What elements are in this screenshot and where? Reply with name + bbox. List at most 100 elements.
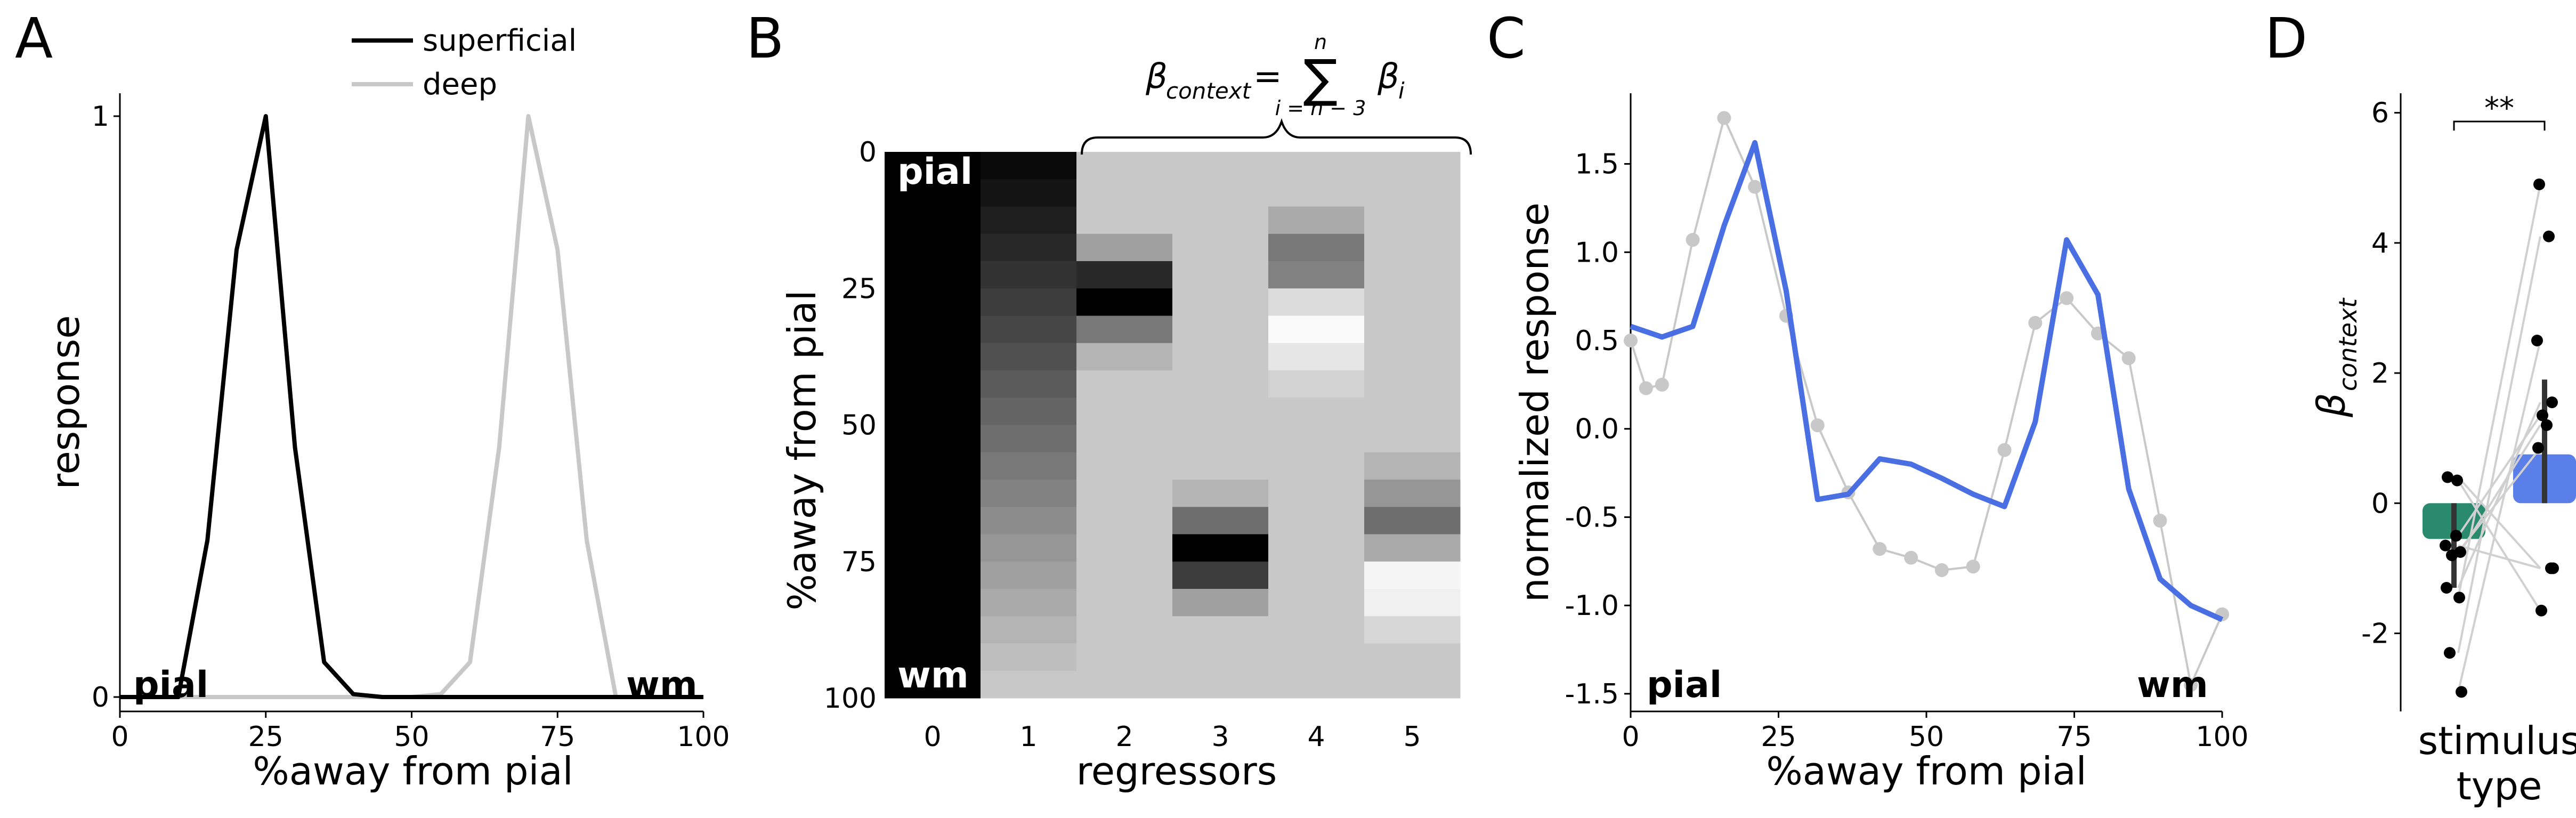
x-tick-label-b: 3	[1211, 721, 1229, 753]
heatmap-cell	[1172, 480, 1269, 507]
x-tick-label-c: 75	[2056, 721, 2092, 753]
panel-a: A 0 25 50 75 100 0 1 pial wm %away from pial r…	[15, 6, 730, 793]
heatmap-cell	[1076, 152, 1173, 180]
point-left	[2442, 471, 2453, 483]
data-point	[1873, 542, 1887, 556]
heatmap-cell	[1364, 152, 1461, 180]
x-tick-label-b: 4	[1307, 721, 1325, 753]
heatmap-cell	[1268, 507, 1365, 534]
x-tick-label-c: 100	[2196, 721, 2248, 753]
formula-sigma-bottom: i = n − 3	[1275, 96, 1366, 120]
y-tick-label-c: -0.5	[1565, 501, 1619, 533]
y-axis-label-a: response	[43, 315, 88, 489]
pair-line	[2457, 424, 2541, 556]
heatmap-cell	[1268, 643, 1365, 671]
y-tick-label-c: 1.0	[1575, 237, 1619, 269]
heatmap-cell	[981, 370, 1077, 398]
pair-line	[2457, 402, 2541, 588]
y-tick-label-c: 1.5	[1575, 149, 1619, 181]
x-tick-label-c: 50	[1909, 721, 1944, 753]
heatmap-cell	[981, 507, 1077, 534]
heatmap-cell	[1076, 179, 1173, 207]
pair-line	[2457, 236, 2541, 653]
heatmap-cell	[1268, 152, 1365, 180]
heatmap-cell	[1172, 670, 1269, 699]
heatmap-cell	[1268, 534, 1365, 562]
heatmap-cell	[981, 179, 1077, 207]
x-tick-label-a: 0	[111, 721, 128, 753]
heatmap-cell	[1364, 534, 1461, 562]
data-point	[1686, 233, 1700, 247]
x-tick-label-a: 100	[677, 721, 730, 753]
heatmap-cell	[1364, 261, 1461, 289]
heatmap-cell	[1172, 561, 1269, 589]
point-left	[2451, 474, 2463, 487]
point-left	[2456, 686, 2467, 698]
heatmap-cell	[1268, 343, 1365, 371]
formula-b: β context = ∑ n i = n − 3 β i	[1145, 30, 1405, 120]
heatmap-cell	[1172, 425, 1269, 453]
heatmap-cell	[1172, 206, 1269, 234]
formula-sigma: ∑	[1303, 48, 1338, 108]
series-line-superficial	[120, 114, 703, 699]
series-line-deep	[120, 114, 703, 699]
data-point	[1639, 381, 1653, 395]
data-point	[1717, 111, 1731, 125]
point-right	[2546, 396, 2558, 408]
point-right	[2543, 230, 2555, 242]
heatmap-cell	[1364, 670, 1461, 699]
heatmap-cell	[1076, 480, 1173, 507]
heatmap-cell	[1364, 589, 1461, 617]
y-tick-label-b: 75	[841, 546, 877, 578]
heatmap-cell	[1364, 315, 1461, 344]
heatmap-cell	[1172, 452, 1269, 480]
corner-label-pial-a: pial	[133, 664, 208, 706]
heatmap-cell	[1172, 398, 1269, 425]
heatmap-cell	[1364, 343, 1461, 371]
point-right	[2547, 562, 2559, 574]
corner-label-wm-b: wm	[897, 654, 969, 696]
heatmap-cell	[885, 206, 981, 234]
heatmap-cell	[885, 534, 981, 562]
panel-c: C 0 25 50 75 100 -1.5 -1.0 -0.5 0.0 0.5 1.0 1.5 pia…	[1487, 6, 2249, 793]
heatmap-cell	[981, 343, 1077, 371]
data-point	[1904, 550, 1918, 565]
heatmap-cell	[1364, 233, 1461, 262]
data-point	[1934, 563, 1949, 577]
x-tick-label-c: 25	[1761, 721, 1796, 753]
corner-label-wm-a: wm	[626, 664, 698, 706]
series-line-fit	[1630, 140, 2224, 622]
heatmap-cell	[1268, 616, 1365, 644]
heatmap-cell	[1268, 452, 1365, 480]
heatmap-cell	[1076, 589, 1173, 617]
heatmap-cell	[885, 507, 981, 534]
heatmap-cell	[1364, 561, 1461, 589]
panel-label-a: A	[15, 6, 53, 71]
heatmap-cell	[1172, 507, 1269, 534]
formula-rhs: β	[1377, 57, 1399, 96]
data-point	[1810, 418, 1825, 433]
point-left	[2441, 582, 2452, 594]
pair-line	[2457, 476, 2541, 569]
data-point	[2121, 351, 2136, 366]
y-axis-label-d-main: β	[2309, 393, 2354, 418]
brace-b	[1081, 118, 1472, 155]
heatmap-cell	[1364, 398, 1461, 425]
heatmap-cell	[1172, 534, 1269, 562]
heatmap-cell	[1172, 288, 1269, 316]
data-point	[1966, 560, 1980, 574]
legend-a: superficial deep	[352, 23, 577, 102]
heatmap-cell	[885, 616, 981, 644]
heatmap-cell	[1172, 315, 1269, 344]
series-line-data	[1630, 115, 2223, 689]
heatmap-cell	[1076, 261, 1173, 289]
formula-lhs: β	[1145, 57, 1168, 96]
data-point	[2060, 291, 2074, 305]
y-tick-label-c: -1.0	[1565, 590, 1619, 622]
pair-line	[2458, 544, 2541, 570]
heatmap-cell	[1172, 589, 1269, 617]
heatmap-cell	[1076, 370, 1173, 398]
heatmap-cell	[1364, 643, 1461, 671]
data-point	[2184, 678, 2198, 692]
